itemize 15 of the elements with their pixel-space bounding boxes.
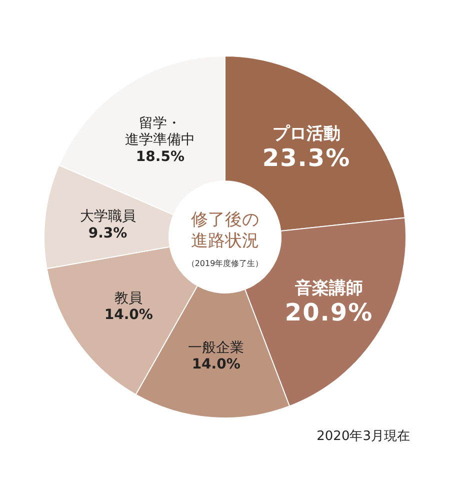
slice-label: 一般企業 bbox=[188, 340, 244, 356]
text: （2019年度修了生） bbox=[186, 259, 264, 268]
data-label: 20.9% bbox=[284, 298, 374, 327]
data-label: 14.0% bbox=[192, 356, 240, 373]
data-label: 9.3% bbox=[88, 225, 128, 242]
data-label: 18.5% bbox=[136, 148, 185, 165]
slice-label: 大学職員 bbox=[80, 208, 136, 225]
slice-label: 音楽講師 bbox=[294, 278, 364, 299]
slice-label: プロ活動 bbox=[272, 124, 341, 144]
slice-label: 教員 bbox=[114, 290, 143, 306]
text: 修了後の進路状況 bbox=[191, 210, 259, 251]
slice-label: 留学・進学準備中 bbox=[125, 115, 196, 148]
data-label: 23.3% bbox=[262, 144, 351, 172]
data-label: 14.0% bbox=[104, 307, 153, 324]
text: 2020年3月現在 bbox=[316, 429, 410, 444]
